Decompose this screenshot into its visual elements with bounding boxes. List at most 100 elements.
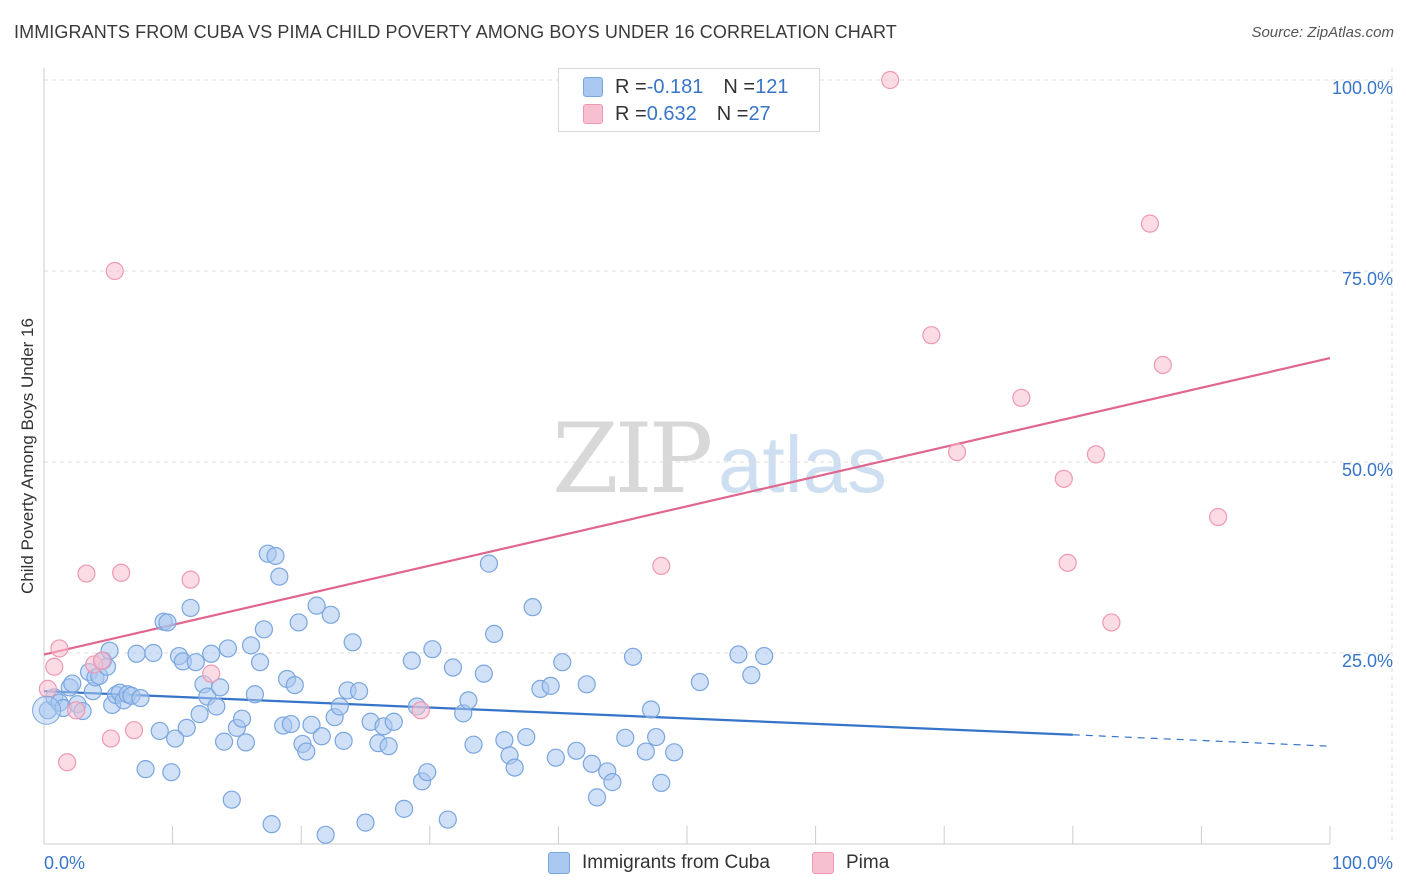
cuba-point [297, 742, 316, 761]
cuba-point [485, 624, 504, 644]
cuba-point [32, 695, 62, 725]
pima-legend-swatch-icon [812, 852, 834, 874]
legend-n-value: 121 [755, 75, 789, 98]
cuba-point [136, 760, 155, 779]
cuba-point [181, 598, 200, 618]
y-axis-title: Child Poverty Among Boys Under 16 [18, 318, 37, 594]
cuba-legend-swatch-icon [548, 852, 570, 874]
label-layer: 25.0% 50.0% 75.0% 100.0% 0.0% 100.0% [44, 78, 1393, 873]
cuba-swatch-icon [583, 77, 603, 97]
cuba-point [603, 773, 622, 792]
cuba-point [131, 688, 150, 708]
cuba-point [623, 647, 643, 666]
cuba-point [479, 554, 499, 573]
cuba-point [186, 653, 205, 672]
pima-point [652, 556, 671, 576]
watermark-atlas: atlas [718, 420, 887, 509]
cuba-point [402, 651, 421, 670]
cuba-point [349, 682, 369, 701]
cuba-point [384, 712, 403, 731]
pima-point [411, 701, 430, 720]
cuba-point [211, 678, 230, 697]
cuba-point [418, 763, 437, 782]
cuba-point [641, 700, 661, 719]
cuba-point [316, 825, 335, 844]
pima-point [1153, 355, 1172, 375]
cuba-point [250, 653, 270, 672]
cuba-point [241, 636, 261, 655]
pima-point [58, 753, 77, 772]
cuba-point [587, 788, 607, 807]
cuba-point [379, 737, 398, 756]
cuba-point [312, 727, 331, 746]
cuba-point [177, 718, 196, 737]
x-tick-label: 0.0% [44, 853, 85, 873]
pima-point [1086, 445, 1106, 464]
pima-point [101, 729, 120, 748]
cuba-point [443, 658, 463, 677]
x-tick-label: 100.0% [1332, 853, 1393, 873]
cuba-point [222, 790, 241, 809]
y-tick-label: 50.0% [1342, 460, 1393, 480]
cuba-point [262, 815, 281, 834]
cuba-point [270, 567, 289, 586]
legend-row-pima: R = 0.632 N = 27 [583, 102, 771, 126]
stats-legend: R = -0.181 N = 121 R = 0.632 N = 27 [558, 68, 820, 132]
cuba-point [394, 799, 414, 818]
cuba-point [464, 735, 483, 754]
pima-point [45, 657, 64, 676]
cuba-point [742, 666, 761, 685]
cuba-point [553, 653, 572, 672]
cuba-point [236, 733, 256, 752]
y-tick-label: 100.0% [1332, 78, 1393, 98]
legend-r-label: R = [615, 75, 647, 98]
cuba-point [541, 676, 560, 695]
chart-title: IMMIGRANTS FROM CUBA VS PIMA CHILD POVER… [14, 22, 897, 42]
y-tick-label: 25.0% [1342, 651, 1393, 671]
cuba-point [647, 727, 666, 747]
pima-point [50, 639, 69, 658]
cuba-point [423, 640, 442, 659]
legend-cuba-label: Immigrants from Cuba [582, 852, 770, 873]
cuba-point [190, 705, 209, 724]
legend-item-cuba: Immigrants from Cuba [548, 852, 770, 874]
pima-point [1140, 214, 1160, 233]
cuba-point [729, 645, 748, 664]
cuba-point [517, 727, 536, 747]
cuba-point [505, 758, 524, 777]
cuba-point [330, 697, 349, 716]
pima-point [1054, 469, 1073, 488]
cuba-point [755, 646, 774, 666]
cuba-point [232, 709, 252, 728]
pima-point [202, 664, 221, 683]
cuba-point [459, 691, 478, 710]
pima-point [112, 563, 131, 582]
cuba-point [144, 643, 163, 663]
cuba-point [254, 620, 274, 639]
cuba-point [150, 721, 169, 741]
legend-n-label: N = [723, 75, 756, 98]
points-layer [32, 70, 1228, 844]
pima-point [181, 570, 200, 589]
cuba-point [281, 714, 301, 734]
cuba-point [356, 813, 375, 832]
cuba-point [523, 598, 542, 617]
watermark-zip: ZIP [552, 403, 711, 515]
cuba-point [616, 728, 635, 747]
cuba-point [162, 763, 181, 782]
cuba-point [474, 664, 493, 683]
cuba-point [665, 743, 684, 762]
pima-point [1012, 388, 1031, 407]
source-label: Source: ZipAtlas.com [1251, 24, 1394, 41]
cuba-point [438, 810, 457, 829]
y-tick-label: 75.0% [1342, 269, 1393, 289]
pima-point [77, 564, 96, 583]
legend-row-cuba: R = -0.181 N = 121 [583, 75, 788, 99]
cuba-point [652, 773, 671, 792]
cuba-point [690, 672, 709, 692]
cuba-point [582, 754, 601, 773]
cuba-point [245, 685, 265, 704]
legend-item-pima: Pima [812, 852, 889, 874]
pima-point [67, 701, 86, 720]
